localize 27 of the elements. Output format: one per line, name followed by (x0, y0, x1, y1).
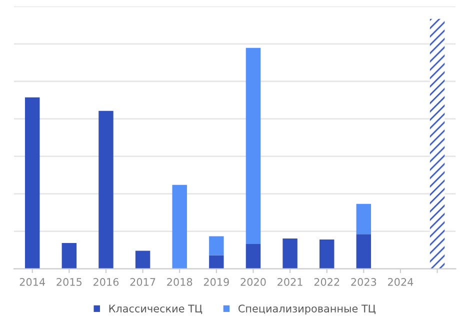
bar (319, 240, 334, 269)
bar (246, 244, 261, 269)
bar (282, 238, 298, 269)
x-tick-label: 2023 (351, 278, 376, 286)
x-tick-label: 2015 (56, 278, 82, 286)
legend-label: Классические ТЦ (109, 304, 202, 314)
x-tick-label: 2020 (240, 278, 266, 286)
x-tick-label: 2014 (20, 278, 46, 286)
x-tick-label: 2017 (130, 278, 156, 286)
bar (246, 48, 261, 244)
x-tick-label: 2024 (388, 278, 414, 286)
bar (135, 250, 150, 269)
bar (62, 243, 77, 269)
x-tick-label: 2019 (204, 278, 229, 286)
bar (209, 236, 224, 256)
bar (430, 18, 445, 269)
bar (356, 204, 372, 234)
x-tick-label: 2021 (278, 278, 302, 286)
x-tick-label: 2016 (93, 278, 119, 286)
bar (356, 234, 372, 269)
bar (172, 184, 187, 269)
bar (209, 255, 224, 269)
x-tick-label: 2018 (167, 278, 192, 286)
legend-label: Специализированные ТЦ (238, 304, 376, 314)
x-tick-label: 2022 (314, 278, 340, 286)
bar (24, 97, 40, 269)
bar (98, 110, 114, 269)
